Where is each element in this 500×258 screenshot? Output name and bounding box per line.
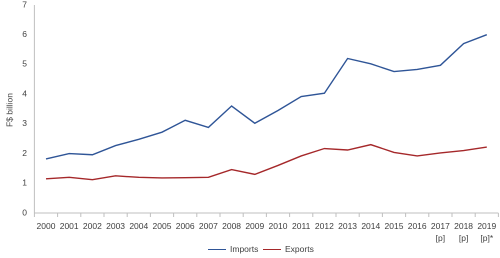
x-tick-label: 2004 [129, 221, 149, 231]
y-tick-label: 4 [22, 88, 27, 98]
x-tick-label: 2015 [384, 221, 404, 231]
x-tick-label: 2016 [407, 221, 427, 231]
x-tick-label: 2019 [p]* [477, 221, 497, 243]
x-tick-label: 2007 [198, 221, 218, 231]
x-tick-label: 2010 [268, 221, 288, 231]
x-tick-label: 2013 [338, 221, 358, 231]
y-tick-label: 1 [22, 178, 27, 188]
x-tick-label: 2005 [152, 221, 172, 231]
x-tick-label: 2008 [222, 221, 242, 231]
x-tick-label: 2002 [82, 221, 102, 231]
x-tick-label: 2009 [245, 221, 265, 231]
y-axis-label: F$ billion [4, 93, 14, 127]
x-tick-label: 2014 [361, 221, 381, 231]
y-tick-label: 0 [22, 207, 27, 217]
x-tick-label: 2012 [314, 221, 334, 231]
legend-swatch [208, 248, 226, 250]
line [45, 143, 487, 181]
legend-swatch [263, 248, 281, 250]
legend-label: Imports [230, 244, 259, 254]
y-tick-label: 6 [22, 29, 27, 39]
x-tick-label: 2006 [175, 221, 195, 231]
x-tick-label: 2000 [36, 221, 56, 231]
y-tick-label: 3 [22, 118, 27, 128]
legend-item: Imports [208, 244, 258, 254]
legend-label: Exports [285, 244, 314, 254]
y-tick-label: 7 [22, 0, 27, 9]
legend-item: Exports [263, 244, 314, 254]
x-tick-label: 2018 [p] [454, 221, 474, 243]
x-tick-label: 2011 [292, 221, 311, 231]
y-tick-label: 5 [22, 59, 27, 69]
x-tick-label: 2001 [59, 221, 79, 231]
x-tick-label: 2017 [p] [430, 221, 450, 243]
x-tick-label: 2003 [106, 221, 126, 231]
line [45, 34, 488, 160]
y-tick-label: 2 [22, 148, 27, 158]
